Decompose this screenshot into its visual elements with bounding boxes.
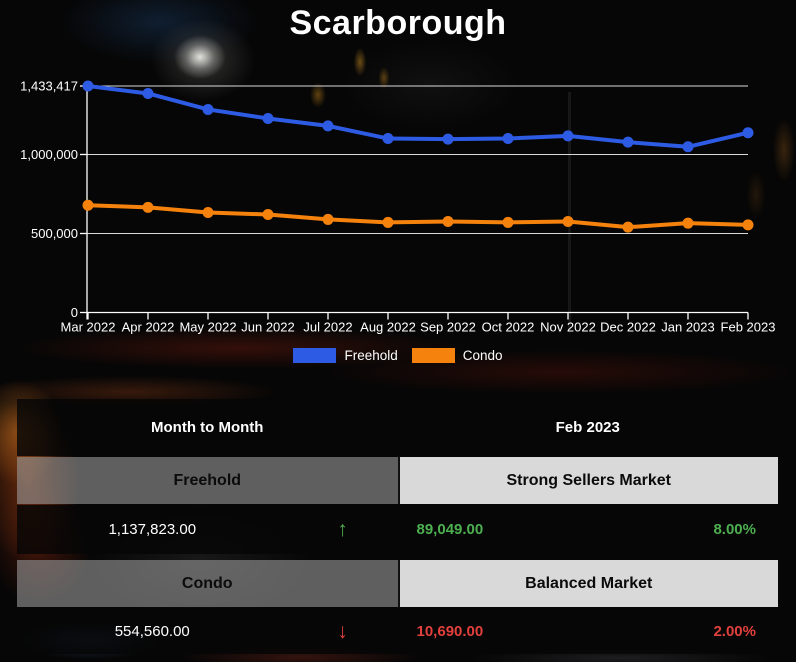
table-row-condo-labels: Condo Balanced Market	[17, 560, 778, 607]
month-to-month-table: Month to Month Feb 2023 Freehold Strong …	[17, 399, 778, 654]
legend-label-freehold: Freehold	[344, 348, 398, 363]
table-row-condo-values: 554,560.00 ↓ 10,690.00 2.00%	[17, 608, 778, 654]
svg-text:Jan 2023: Jan 2023	[661, 320, 715, 335]
freehold-label: Freehold	[17, 457, 398, 504]
chart-legend: Freehold Condo	[0, 348, 796, 363]
svg-text:1,433,417: 1,433,417	[20, 79, 78, 94]
condo-market-status: Balanced Market	[397, 560, 778, 607]
freehold-price-cell: 1,137,823.00 ↑	[17, 505, 398, 554]
condo-label: Condo	[17, 560, 398, 607]
condo-price: 554,560.00	[114, 622, 190, 640]
page-title: Scarborough	[289, 4, 507, 42]
freehold-change-cell: 89,049.00 8.00%	[397, 505, 778, 554]
legend-label-condo: Condo	[462, 348, 503, 363]
condo-change-percent: 2.00%	[713, 622, 756, 640]
svg-text:Dec 2022: Dec 2022	[600, 320, 656, 335]
condo-change-amount: 10,690.00	[416, 622, 484, 640]
svg-text:May 2022: May 2022	[179, 320, 236, 335]
svg-text:Oct 2022: Oct 2022	[482, 320, 535, 335]
table-row-freehold-values: 1,137,823.00 ↑ 89,049.00 8.00%	[17, 505, 778, 554]
table-row-freehold-labels: Freehold Strong Sellers Market	[17, 457, 778, 504]
table-header-row: Month to Month Feb 2023	[17, 399, 778, 456]
freehold-price: 1,137,823.00	[108, 521, 197, 538]
svg-text:Aug 2022: Aug 2022	[360, 320, 416, 335]
svg-text:Sep 2022: Sep 2022	[420, 320, 476, 335]
freehold-change-percent: 8.00%	[713, 521, 756, 538]
header-month-to-month: Month to Month	[17, 399, 398, 456]
header-current-month: Feb 2023	[397, 399, 778, 456]
condo-price-cell: 554,560.00 ↓	[17, 608, 398, 654]
freehold-series-swatch	[293, 348, 337, 363]
svg-text:Jul 2022: Jul 2022	[303, 320, 352, 335]
up-arrow-icon: ↑	[337, 518, 348, 541]
svg-text:1,000,000: 1,000,000	[20, 147, 78, 162]
svg-text:Jun 2022: Jun 2022	[241, 320, 295, 335]
down-arrow-icon: ↓	[337, 619, 348, 643]
freehold-change-amount: 89,049.00	[416, 521, 484, 538]
condo-change-cell: 10,690.00 2.00%	[397, 608, 778, 654]
legend-item-freehold: Freehold	[293, 348, 398, 363]
svg-text:Nov 2022: Nov 2022	[540, 320, 596, 335]
svg-text:Mar 2022: Mar 2022	[61, 320, 116, 335]
condo-series-swatch	[411, 348, 455, 363]
row-spacer	[17, 554, 778, 559]
svg-text:500,000: 500,000	[31, 226, 78, 241]
svg-text:Apr 2022: Apr 2022	[122, 320, 175, 335]
svg-text:Feb 2023: Feb 2023	[721, 320, 776, 335]
freehold-market-status: Strong Sellers Market	[397, 457, 778, 504]
svg-text:0: 0	[71, 305, 78, 320]
legend-item-condo: Condo	[411, 348, 503, 363]
